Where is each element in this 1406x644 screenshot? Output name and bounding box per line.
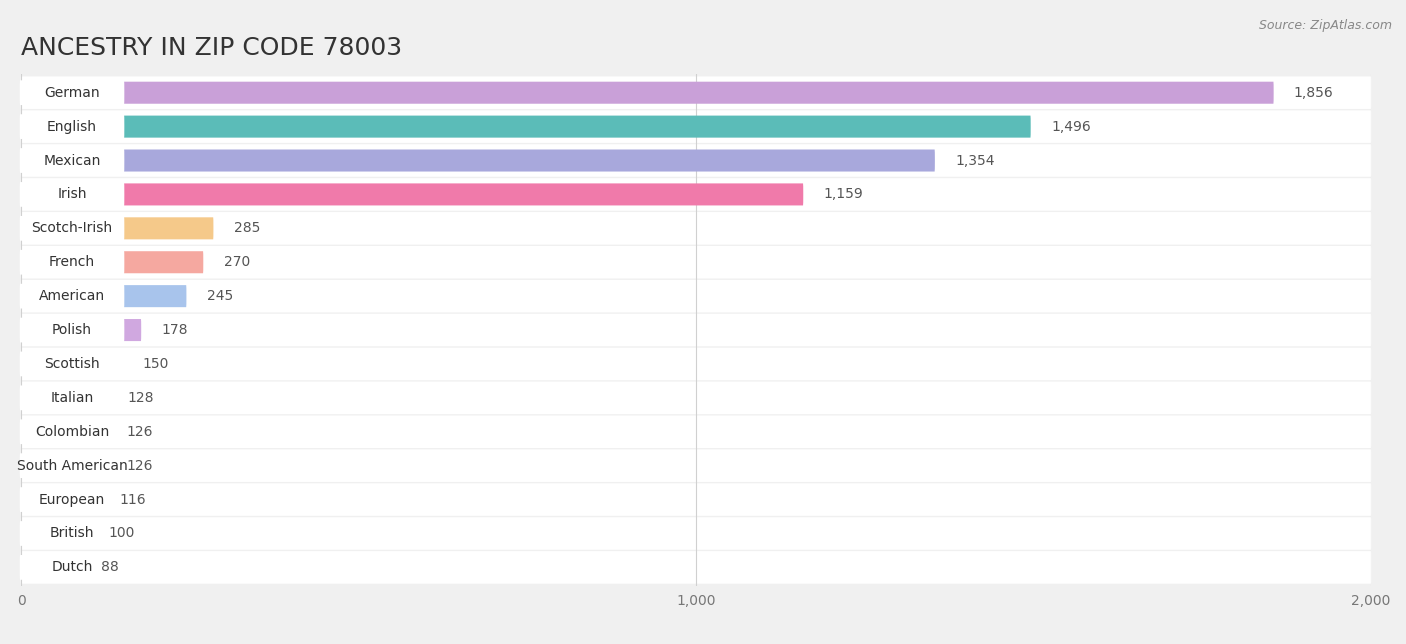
Text: 116: 116: [120, 493, 146, 507]
Text: Polish: Polish: [52, 323, 91, 337]
FancyBboxPatch shape: [20, 555, 124, 580]
FancyBboxPatch shape: [21, 77, 1371, 109]
Text: 178: 178: [162, 323, 188, 337]
FancyBboxPatch shape: [21, 522, 89, 545]
FancyBboxPatch shape: [20, 521, 124, 546]
FancyBboxPatch shape: [21, 82, 1274, 104]
FancyBboxPatch shape: [20, 419, 124, 444]
Text: 1,856: 1,856: [1294, 86, 1334, 100]
Text: Scotch-Irish: Scotch-Irish: [31, 222, 112, 235]
Text: ANCESTRY IN ZIP CODE 78003: ANCESTRY IN ZIP CODE 78003: [21, 35, 402, 60]
FancyBboxPatch shape: [21, 455, 105, 477]
FancyBboxPatch shape: [20, 453, 124, 478]
Text: 1,496: 1,496: [1050, 120, 1091, 133]
Text: 150: 150: [142, 357, 169, 371]
Text: French: French: [49, 255, 96, 269]
Text: 126: 126: [127, 459, 153, 473]
FancyBboxPatch shape: [21, 251, 204, 273]
FancyBboxPatch shape: [21, 387, 107, 409]
Text: European: European: [39, 493, 105, 507]
FancyBboxPatch shape: [20, 80, 124, 105]
FancyBboxPatch shape: [20, 386, 124, 410]
Text: Scottish: Scottish: [44, 357, 100, 371]
FancyBboxPatch shape: [20, 250, 124, 274]
Text: 1,354: 1,354: [955, 153, 994, 167]
FancyBboxPatch shape: [21, 415, 1371, 448]
FancyBboxPatch shape: [20, 148, 124, 173]
Text: 126: 126: [127, 425, 153, 439]
Text: South American: South American: [17, 459, 128, 473]
Text: Mexican: Mexican: [44, 153, 101, 167]
Text: 245: 245: [207, 289, 233, 303]
Text: Irish: Irish: [58, 187, 87, 202]
Text: American: American: [39, 289, 105, 303]
FancyBboxPatch shape: [21, 246, 1371, 278]
FancyBboxPatch shape: [21, 517, 1371, 550]
FancyBboxPatch shape: [20, 182, 124, 207]
Text: Dutch: Dutch: [52, 560, 93, 574]
FancyBboxPatch shape: [21, 184, 803, 205]
FancyBboxPatch shape: [21, 212, 1371, 245]
FancyBboxPatch shape: [21, 115, 1031, 138]
Text: German: German: [44, 86, 100, 100]
Text: 128: 128: [128, 391, 155, 405]
FancyBboxPatch shape: [21, 551, 1371, 583]
FancyBboxPatch shape: [21, 450, 1371, 482]
FancyBboxPatch shape: [21, 421, 105, 443]
FancyBboxPatch shape: [21, 353, 122, 375]
FancyBboxPatch shape: [20, 216, 124, 241]
FancyBboxPatch shape: [21, 280, 1371, 312]
Text: 285: 285: [233, 222, 260, 235]
FancyBboxPatch shape: [21, 319, 141, 341]
FancyBboxPatch shape: [20, 284, 124, 308]
FancyBboxPatch shape: [21, 348, 1371, 380]
Text: 270: 270: [224, 255, 250, 269]
FancyBboxPatch shape: [21, 382, 1371, 414]
FancyBboxPatch shape: [20, 352, 124, 376]
FancyBboxPatch shape: [21, 217, 214, 240]
Text: 88: 88: [101, 560, 118, 574]
FancyBboxPatch shape: [21, 314, 1371, 346]
Text: Italian: Italian: [51, 391, 94, 405]
Text: Colombian: Colombian: [35, 425, 110, 439]
Text: Source: ZipAtlas.com: Source: ZipAtlas.com: [1258, 19, 1392, 32]
FancyBboxPatch shape: [21, 483, 1371, 516]
Text: British: British: [49, 527, 94, 540]
Text: 1,159: 1,159: [824, 187, 863, 202]
FancyBboxPatch shape: [21, 556, 80, 578]
Text: English: English: [46, 120, 97, 133]
FancyBboxPatch shape: [21, 144, 1371, 177]
FancyBboxPatch shape: [21, 489, 100, 511]
FancyBboxPatch shape: [21, 178, 1371, 211]
FancyBboxPatch shape: [21, 149, 935, 171]
FancyBboxPatch shape: [21, 110, 1371, 143]
Text: 100: 100: [108, 527, 135, 540]
FancyBboxPatch shape: [20, 488, 124, 512]
FancyBboxPatch shape: [21, 285, 187, 307]
FancyBboxPatch shape: [20, 114, 124, 139]
FancyBboxPatch shape: [20, 317, 124, 343]
